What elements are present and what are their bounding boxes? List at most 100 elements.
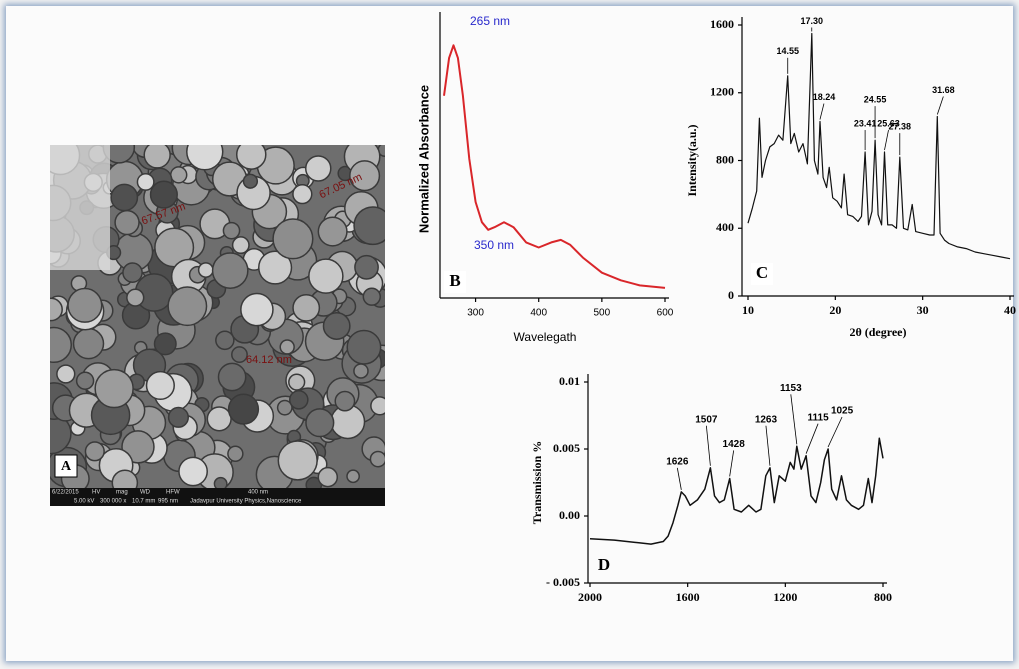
sem-grain xyxy=(233,237,249,253)
info-bar-text: Jadavpur University Physics,Nanoscience xyxy=(190,499,302,505)
sem-grain xyxy=(187,134,223,170)
info-bar-text: mag xyxy=(116,490,128,496)
sem-grain xyxy=(218,363,245,390)
sem-grain xyxy=(77,372,94,389)
peak-label: 31.68 xyxy=(932,85,955,95)
sem-grain xyxy=(290,391,308,409)
y-tick-label: 0.01 xyxy=(559,374,580,388)
sem-grain xyxy=(354,207,391,244)
sem-grain xyxy=(318,468,337,487)
peak-label: 1263 xyxy=(755,414,778,425)
x-tick-label: 600 xyxy=(657,308,674,319)
sem-grain xyxy=(355,256,378,279)
panel-label: D xyxy=(598,555,610,574)
peak-pointer xyxy=(766,426,770,466)
sem-grain xyxy=(354,364,368,378)
sem-grain xyxy=(323,313,349,339)
x-axis-label: 2θ (degree) xyxy=(849,325,906,339)
sem-grain xyxy=(306,156,331,181)
x-axis-label: Wavelegath xyxy=(514,330,577,344)
x-tick-label: 40 xyxy=(1004,303,1016,317)
peak-pointer xyxy=(885,130,889,150)
peak-label: 27.38 xyxy=(889,121,912,131)
page: 67.57 nm67.05 nm64.12 nmA6/22/2015HVmagW… xyxy=(0,0,1019,669)
figure: 67.57 nm67.05 nm64.12 nmA6/22/2015HVmagW… xyxy=(0,0,1019,669)
sem-grain xyxy=(111,184,137,210)
y-tick-label: 0 xyxy=(728,288,734,302)
sem-grain xyxy=(306,409,334,437)
sem-grain xyxy=(207,407,231,431)
info-bar-text: 6/22/2015 xyxy=(52,490,79,496)
sem-grain xyxy=(137,174,153,190)
sem-grain xyxy=(179,457,207,485)
sem-grain xyxy=(293,295,319,321)
peak-pointer xyxy=(820,104,824,120)
sem-grain xyxy=(213,253,248,288)
sem-grain xyxy=(278,441,317,480)
sem-grain xyxy=(229,394,259,424)
sem-annotation: 64.12 nm xyxy=(246,354,292,366)
sem-grain xyxy=(318,217,347,246)
peak-label: 14.55 xyxy=(776,46,799,56)
sem-grain xyxy=(371,397,389,415)
sem-grain xyxy=(228,446,243,461)
sem-bright-region xyxy=(50,145,110,270)
panel-label: B xyxy=(449,271,460,290)
sem-grain xyxy=(280,340,294,354)
sem-grain xyxy=(370,451,385,466)
y-tick-label: 800 xyxy=(716,152,734,166)
x-tick-label: 800 xyxy=(874,590,892,604)
sem-grain xyxy=(36,327,71,362)
info-bar-text: 5.00 kV xyxy=(74,499,94,505)
info-bar-text: 10.7 mm xyxy=(132,499,155,505)
sem-grain xyxy=(147,372,175,400)
info-bar-text: 300 000 x xyxy=(100,499,126,505)
sem-grain xyxy=(273,219,313,259)
y-tick-label: 1200 xyxy=(710,85,734,99)
sem-grain xyxy=(127,289,144,306)
y-tick-label: 400 xyxy=(716,220,734,234)
peak-label: 1428 xyxy=(723,439,746,450)
annotation: 265 nm xyxy=(470,14,510,28)
info-bar-text: 995 nm xyxy=(158,499,178,505)
x-tick-label: 1600 xyxy=(676,590,700,604)
sem-grain xyxy=(74,329,104,359)
annotation: 350 nm xyxy=(474,238,514,252)
data-line xyxy=(748,34,1010,259)
y-axis-label: Intensity(a.u.) xyxy=(685,124,699,196)
y-tick-label: 0.005 xyxy=(553,441,580,455)
sem-grain xyxy=(123,263,142,282)
panel-label: A xyxy=(61,459,72,474)
sem-grain xyxy=(363,288,380,305)
peak-label: 1153 xyxy=(780,383,802,394)
x-tick-label: 500 xyxy=(594,308,611,319)
info-bar-text: 400 nm xyxy=(248,490,268,496)
sem-grain xyxy=(237,140,266,169)
peak-label: 24.55 xyxy=(864,95,887,105)
sem-grain xyxy=(223,223,239,239)
y-tick-label: 0.00 xyxy=(559,508,580,522)
peak-pointer xyxy=(677,468,681,490)
peak-pointer xyxy=(937,96,943,114)
sem-grain xyxy=(57,365,75,383)
sem-grain xyxy=(347,330,380,363)
sem-grain xyxy=(241,294,273,326)
info-bar-text: WD xyxy=(140,490,151,496)
sem-grain xyxy=(335,391,354,410)
sem-grain xyxy=(168,287,206,325)
peak-label: 17.30 xyxy=(800,16,823,26)
peak-pointer xyxy=(791,394,797,444)
y-tick-label: - 0.005 xyxy=(546,575,580,589)
data-line xyxy=(590,438,883,544)
sem-grain xyxy=(115,211,139,235)
sem-grain xyxy=(95,370,133,408)
peak-pointer xyxy=(730,450,734,476)
sem-grain xyxy=(85,442,104,461)
sem-grain xyxy=(68,288,102,322)
sem-grain xyxy=(171,167,187,183)
x-tick-label: 10 xyxy=(742,303,754,317)
peak-label: 1626 xyxy=(666,457,689,468)
x-tick-label: 1200 xyxy=(773,590,797,604)
peak-label: 23.41 xyxy=(854,118,877,128)
sem-grain xyxy=(232,347,247,362)
